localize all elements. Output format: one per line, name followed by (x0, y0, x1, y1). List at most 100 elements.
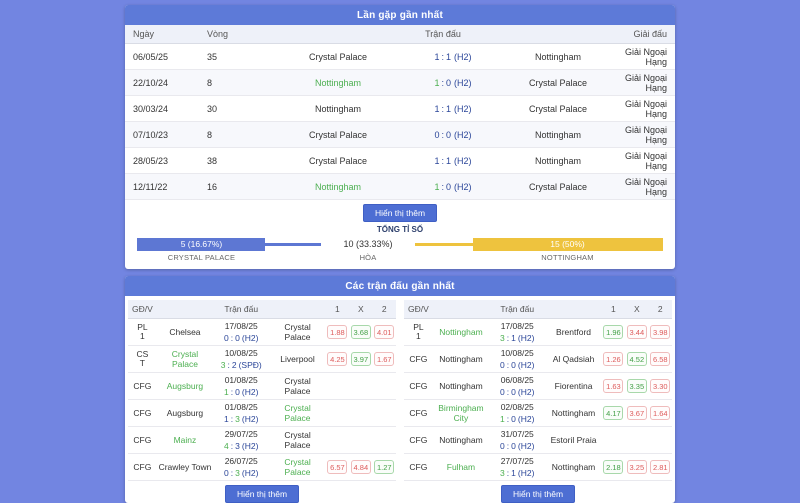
h2h-row: 06/05/25 35 Crystal Palace 1:1 (H2) Notti… (125, 43, 675, 70)
odds-2: 4.01 (372, 318, 396, 346)
total-score-label: TỔNG TỈ SỐ (376, 225, 424, 234)
date-score-cell: 27/07/25 3:1 (H2) (489, 453, 546, 481)
h2h-row: 28/05/23 38 Crystal Palace 1:1 (H2) Notti… (125, 147, 675, 174)
match-round: 35 (199, 43, 270, 70)
home-team-cell: Crystal Palace (270, 121, 406, 148)
h2h-card: Lần gặp gần nhất Ngày Vòng Trận đấu Giải… (125, 5, 675, 269)
show-more-button-left[interactable]: Hiển thị thêm (224, 485, 300, 503)
h2h-row: 30/03/24 30 Nottingham 1:1 (H2) Crystal P… (125, 95, 675, 122)
odds-1 (601, 426, 626, 454)
recent-card: Các trận đấu gần nhất GĐ/V Trận đấu 1 X … (125, 276, 675, 503)
recent-table-right: GĐ/V Trận đấu 1 X 2 PL 1 Nottingham 17/08… (404, 300, 672, 481)
away-bar-label: NOTTINGHAM (541, 253, 594, 262)
date-score-cell: 06/08/25 0:0 (H2) (489, 372, 546, 400)
odds-x: 3.35 (625, 372, 649, 400)
date-score-cell: 26/07/25 0:3 (H2) (213, 453, 270, 481)
date-score-cell: 01/08/25 1:0 (H2) (213, 372, 270, 400)
match-league: Giải Ngoại Hạng (616, 95, 675, 122)
match-round: 30 (199, 95, 270, 122)
competition: PL 1 (128, 318, 157, 346)
home-team: Crystal Palace (308, 155, 368, 166)
odds-x: 3.44 (625, 318, 649, 346)
recent-right-panel: GĐ/V Trận đấu 1 X 2 PL 1 Nottingham 17/08… (404, 300, 672, 503)
competition: CFG (404, 453, 433, 481)
odds-1: 1.63 (601, 372, 626, 400)
odds-2: 3.98 (648, 318, 672, 346)
match-league: Giải Ngoại Hạng (616, 69, 675, 96)
odds-x: 4.84 (349, 453, 373, 481)
col-header-league: Giải đấu (616, 25, 675, 44)
away-team-cell: Crystal Palace (500, 173, 616, 200)
competition: CFG (404, 399, 433, 427)
draw-value: 10 (33.33%) (343, 239, 393, 249)
col-header-x: X (625, 300, 649, 319)
odds-1 (325, 426, 350, 454)
match-row: CFG Mainz 29/07/25 4:3 (H2) Crystal Palace (128, 426, 396, 454)
col-header-comp: GĐ/V (404, 300, 433, 319)
team1-cell: Crystal Palace (156, 345, 214, 373)
match-score: 1:1 (H2) (406, 95, 500, 122)
show-more-button-right[interactable]: Hiển thị thêm (500, 485, 576, 503)
col-header-comp: GĐ/V (128, 300, 157, 319)
col-header-x: X (349, 300, 373, 319)
competition: CFG (404, 345, 433, 373)
date-score-cell: 01/08/25 1:3 (H2) (213, 399, 270, 427)
date-score-cell: 02/08/25 1:0 (H2) (489, 399, 546, 427)
odds-1: 1.26 (601, 345, 626, 373)
content-column: Lần gặp gần nhất Ngày Vòng Trận đấu Giải… (125, 0, 675, 503)
away-team: Nottingham (534, 155, 582, 166)
date-score-cell: 10/08/25 0:0 (H2) (489, 345, 546, 373)
odds-x (349, 426, 373, 454)
match-score: 1:0 (H2) (406, 69, 500, 96)
match-row: CS T Crystal Palace 10/08/25 3:2 (SPĐ) Live… (128, 345, 396, 373)
odds-x: 3.68 (349, 318, 373, 346)
home-summary: 5 (16.67%) CRYSTAL PALACE (137, 238, 266, 262)
odds-2: 1.64 (648, 399, 672, 427)
odds-2: 1.27 (372, 453, 396, 481)
competition: CS T (128, 345, 157, 373)
recent-left-panel: GĐ/V Trận đấu 1 X 2 PL 1 Chelsea 17/08/25… (128, 300, 396, 503)
odds-1: 2.18 (601, 453, 626, 481)
h2h-header-row: Ngày Vòng Trận đấu Giải đấu (125, 25, 675, 44)
odds-x (349, 372, 373, 400)
odds-1 (325, 399, 350, 427)
odds-2 (372, 372, 396, 400)
h2h-row: 07/10/23 8 Crystal Palace 0:0 (H2) Nottin… (125, 121, 675, 148)
odds-1: 1.96 (601, 318, 626, 346)
odds-1: 4.17 (601, 399, 626, 427)
team2-cell: Nottingham (545, 453, 602, 481)
match-league: Giải Ngoại Hạng (616, 43, 675, 70)
h2h-table: Ngày Vòng Trận đấu Giải đấu 06/05/25 35 … (125, 25, 675, 200)
team1-cell: Augsburg (156, 372, 214, 400)
show-more-button[interactable]: Hiển thị thêm (362, 204, 438, 222)
team1-cell: Chelsea (156, 318, 214, 346)
recent-header-row: GĐ/V Trận đấu 1 X 2 (404, 300, 672, 319)
away-team: Crystal Palace (528, 77, 588, 88)
team2-cell: Crystal Palace (269, 318, 326, 346)
match-score: 1:1 (H2) (406, 147, 500, 174)
odds-1: 4.25 (325, 345, 350, 373)
team2-cell: Crystal Palace (269, 426, 326, 454)
home-team-cell: Nottingham (270, 173, 406, 200)
home-team: Nottingham (314, 77, 362, 88)
home-team: Nottingham (314, 103, 362, 114)
team1-cell: Nottingham (432, 345, 490, 373)
date-score-cell: 17/08/25 3:1 (H2) (489, 318, 546, 346)
match-row: CFG Nottingham 06/08/25 0:0 (H2) Fiorentin… (404, 372, 672, 400)
h2h-card-title: Lần gặp gần nhất (125, 5, 675, 25)
h2h-row: 12/11/22 16 Nottingham 1:0 (H2) Crystal P… (125, 173, 675, 200)
odds-1: 1.88 (325, 318, 350, 346)
match-row: CFG Augsburg 01/08/25 1:3 (H2) Crystal Pal… (128, 399, 396, 427)
match-row: CFG Augsburg 01/08/25 1:0 (H2) Crystal Pal… (128, 372, 396, 400)
home-team-cell: Nottingham (270, 95, 406, 122)
odds-1 (325, 372, 350, 400)
match-score: 1:0 (H2) (406, 173, 500, 200)
team1-cell: Mainz (156, 426, 214, 454)
team2-cell: Crystal Palace (269, 372, 326, 400)
team1-cell: Birmingham City (432, 399, 490, 427)
match-date: 22/10/24 (125, 69, 199, 96)
home-team: Crystal Palace (308, 129, 368, 140)
odds-2 (648, 426, 672, 454)
away-team: Crystal Palace (528, 103, 588, 114)
col-header-1: 1 (601, 300, 626, 319)
